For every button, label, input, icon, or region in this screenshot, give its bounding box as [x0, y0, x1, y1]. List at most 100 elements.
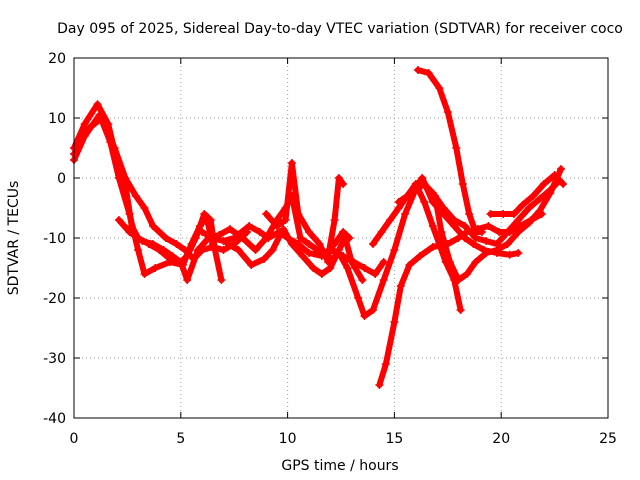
- data-point-marker: [403, 192, 412, 200]
- axis-ticks: 0 5 10 15 20 25 -40 -30 -20 -10 0 10 20: [43, 51, 617, 447]
- data-point-marker: [193, 246, 202, 254]
- series-track-14: [486, 171, 568, 218]
- series-track-13: [413, 66, 486, 236]
- data-point-marker: [514, 249, 523, 257]
- y-tick-label: -20: [43, 291, 66, 307]
- data-point-marker: [97, 114, 106, 122]
- y-axis-label: SDTVAR / TECUs: [6, 181, 22, 296]
- data-point-marker: [401, 210, 410, 218]
- data-point-marker: [454, 234, 463, 242]
- y-tick-label: -10: [43, 231, 66, 247]
- data-point-marker: [151, 264, 160, 272]
- data-point-marker: [208, 243, 217, 251]
- series-track-8: [324, 174, 348, 260]
- data-point-marker: [202, 213, 211, 221]
- data-point-marker: [317, 270, 326, 278]
- data-point-marker: [428, 189, 437, 197]
- data-point-marker: [452, 144, 461, 152]
- data-point-marker: [428, 243, 437, 251]
- series-line: [71, 112, 216, 277]
- data-point-marker: [305, 249, 313, 257]
- y-tick-label: 20: [48, 51, 66, 67]
- data-point-marker: [514, 228, 523, 236]
- data-point-marker: [525, 219, 533, 227]
- data-point-marker: [557, 165, 565, 173]
- data-point-marker: [450, 276, 459, 284]
- data-point-marker: [405, 261, 414, 269]
- data-point-marker: [456, 306, 465, 314]
- data-point-marker: [93, 100, 102, 109]
- data-point-marker: [125, 210, 134, 218]
- series-track-12: [394, 177, 563, 248]
- data-point-marker: [161, 234, 170, 242]
- data-point-marker: [217, 276, 226, 284]
- data-point-marker: [341, 234, 350, 242]
- data-point-marker: [324, 252, 333, 260]
- data-point-marker: [486, 210, 495, 218]
- data-point-marker: [458, 180, 467, 188]
- data-point-marker: [305, 240, 313, 248]
- data-point-marker: [482, 237, 491, 245]
- data-point-marker: [279, 225, 288, 233]
- data-point-marker: [134, 246, 143, 254]
- x-axis-label: GPS time / hours: [281, 458, 398, 474]
- data-point-marker: [416, 252, 424, 260]
- data-point-marker: [354, 294, 363, 302]
- data-point-marker: [82, 126, 91, 134]
- data-point-marker: [418, 174, 427, 182]
- data-point-marker: [198, 228, 207, 236]
- x-tick-label: 0: [70, 431, 79, 447]
- data-point-marker: [503, 228, 512, 236]
- data-point-marker: [287, 240, 296, 248]
- data-point-marker: [375, 381, 384, 389]
- data-point-marker: [294, 210, 303, 218]
- data-point-marker: [465, 210, 474, 218]
- y-tick-label: 10: [48, 111, 66, 127]
- data-point-marker: [176, 258, 185, 266]
- data-point-marker: [330, 216, 339, 224]
- data-point-marker: [411, 186, 420, 194]
- series-track-11: [411, 180, 465, 314]
- data-point-marker: [287, 159, 296, 167]
- data-point-marker: [514, 216, 523, 224]
- data-point-marker: [377, 228, 386, 236]
- data-point-marker: [546, 186, 555, 194]
- data-point-marker: [469, 240, 478, 248]
- data-point-marker: [268, 246, 277, 254]
- data-point-marker: [262, 210, 271, 218]
- data-point-marker: [499, 210, 508, 218]
- data-point-marker: [272, 222, 281, 230]
- y-tick-label: -40: [43, 411, 66, 427]
- data-point-marker: [140, 270, 149, 278]
- data-point-marker: [413, 66, 422, 74]
- data-point-marker: [390, 318, 399, 326]
- data-point-marker: [166, 258, 175, 266]
- data-point-marker: [238, 234, 247, 242]
- data-point-marker: [424, 69, 433, 77]
- data-point-marker: [439, 204, 448, 212]
- data-point-marker: [80, 120, 89, 128]
- data-point-marker: [471, 258, 480, 266]
- data-point-marker: [371, 270, 380, 278]
- data-point-marker: [183, 276, 192, 284]
- data-point-marker: [510, 210, 518, 218]
- data-point-marker: [298, 252, 307, 260]
- data-point-marker: [121, 174, 130, 182]
- data-point-marker: [334, 174, 343, 182]
- data-point-marker: [149, 240, 157, 248]
- data-point-marker: [138, 237, 147, 245]
- data-point-marker: [379, 276, 388, 284]
- data-point-marker: [360, 264, 369, 272]
- data-point-marker: [339, 228, 348, 236]
- data-point-marker: [360, 312, 369, 320]
- data-point-marker: [172, 240, 181, 248]
- data-point-marker: [503, 240, 512, 248]
- x-tick-label: 15: [385, 431, 403, 447]
- data-point-marker: [460, 222, 469, 230]
- x-tick-label: 5: [176, 431, 185, 447]
- data-point-marker: [358, 276, 367, 284]
- data-point-marker: [181, 246, 190, 254]
- data-point-marker: [347, 258, 356, 266]
- data-point-marker: [159, 246, 168, 254]
